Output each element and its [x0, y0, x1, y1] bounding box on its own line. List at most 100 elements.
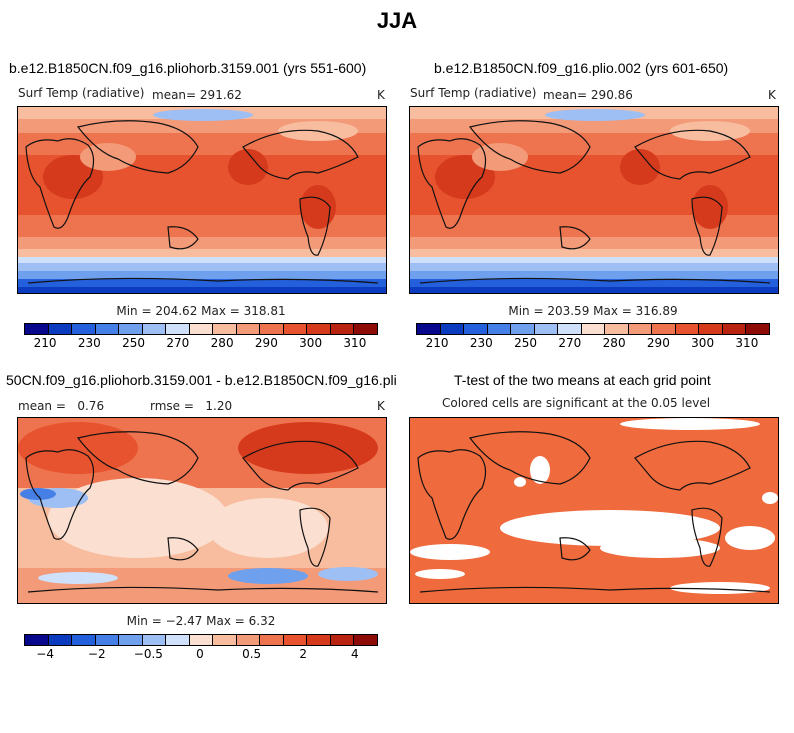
colorbar-tick-label: 210	[425, 336, 449, 350]
colorbar-swatch	[72, 635, 96, 645]
colorbar-tick-label: 300	[691, 336, 715, 350]
units-top-left: K	[377, 88, 385, 102]
mean-label-top-right: mean= 290.86	[543, 88, 633, 102]
panel-title-bottom-left: 50CN.f09_g16.pliohorb.3159.001 - b.e12.B…	[6, 372, 396, 388]
colorbar-swatch	[95, 635, 120, 645]
min-max-top-left: Min = 204.62 Max = 318.81	[116, 304, 286, 318]
map-bottom-left	[17, 417, 387, 604]
panel-subtitle-bottom-right: Colored cells are significant at the 0.0…	[442, 396, 711, 410]
panel-title-top-left: b.e12.B1850CN.f09_g16.pliohorb.3159.001 …	[9, 60, 367, 76]
map-bottom-right	[409, 417, 779, 604]
colorbar-swatch	[511, 324, 535, 334]
colorbar-tick-label: 290	[254, 336, 278, 350]
colorbar-swatch	[25, 324, 49, 334]
colorbar-tick-label: 270	[166, 336, 190, 350]
colorbar-swatch	[722, 324, 747, 334]
colorbar-swatch	[652, 324, 676, 334]
colorbar-tick-label: 210	[33, 336, 57, 350]
map-top-left	[17, 106, 387, 294]
colorbar-tick-label: −4	[36, 647, 54, 661]
coastlines-bottom-right	[417, 431, 771, 593]
colorbar-tick-label: 250	[122, 336, 146, 350]
colorbar-swatch	[417, 324, 441, 334]
temperature-field-top-left	[18, 107, 386, 293]
colorbar-tick-label: 250	[514, 336, 538, 350]
colorbar-swatch	[487, 324, 512, 334]
colorbar-swatch	[628, 324, 653, 334]
colorbar-swatch	[534, 324, 559, 334]
min-max-bottom-left: Min = −2.47 Max = 6.32	[126, 614, 276, 628]
colorbar-top-right	[416, 323, 770, 335]
colorbar-swatch	[72, 324, 96, 334]
panel-title-bottom-right: T-test of the two means at each grid poi…	[454, 372, 711, 388]
colorbar-swatch	[189, 324, 214, 334]
min-max-top-right: Min = 203.59 Max = 316.89	[508, 304, 678, 318]
units-bottom-left: K	[377, 399, 385, 413]
difference-field-bottom-left	[18, 418, 386, 603]
significance-field-bottom-right	[410, 418, 778, 603]
map-top-right	[409, 106, 779, 294]
colorbar-top-left	[24, 323, 378, 335]
colorbar-swatch	[330, 635, 355, 645]
colorbar-bottom-left	[24, 634, 378, 646]
colorbar-tick-label: 0.5	[242, 647, 262, 661]
colorbar-swatch	[236, 635, 261, 645]
colorbar-tick-label: 300	[299, 336, 323, 350]
panel-title-top-right: b.e12.B1850CN.f09_g16.plio.002 (yrs 601-…	[434, 60, 729, 76]
colorbar-swatch	[213, 324, 237, 334]
colorbar-swatch	[699, 324, 723, 334]
colorbar-swatch	[440, 324, 465, 334]
colorbar-tick-label: 230	[77, 336, 101, 350]
colorbar-tick-label: 310	[343, 336, 367, 350]
temperature-field-top-right	[410, 107, 778, 293]
page-title: JJA	[376, 8, 418, 33]
colorbar-swatch	[581, 324, 606, 334]
colorbar-swatch	[307, 324, 331, 334]
colorbar-tick-label: 310	[735, 336, 759, 350]
mean-label-bottom-left: mean = 0.76	[18, 399, 105, 413]
coastlines-bottom-left	[25, 431, 379, 593]
colorbar-swatch	[675, 324, 700, 334]
colorbar-tick-label: −0.5	[133, 647, 163, 661]
colorbar-ticks-bottom-left: −4 −2 −0.5 0 0.5 2 4	[24, 647, 376, 663]
colorbar-swatch	[464, 324, 488, 334]
colorbar-tick-label: 0	[196, 647, 204, 661]
colorbar-swatch	[166, 635, 190, 645]
colorbar-swatch	[25, 635, 49, 645]
colorbar-tick-label: 270	[558, 336, 582, 350]
rmse-label-bottom-left: rmse = 1.20	[150, 399, 233, 413]
colorbar-swatch	[119, 635, 143, 645]
colorbar-swatch	[307, 635, 331, 645]
coastlines-top-right	[417, 120, 771, 284]
coastlines-top-left	[25, 120, 379, 284]
colorbar-tick-label: −2	[87, 647, 106, 661]
colorbar-swatch	[142, 324, 167, 334]
units-top-right: K	[768, 88, 776, 102]
colorbar-tick-label: 280	[602, 336, 626, 350]
colorbar-swatch	[95, 324, 120, 334]
colorbar-tick-label: 2	[299, 647, 308, 661]
colorbar-swatch	[558, 324, 582, 334]
colorbar-swatch	[260, 324, 284, 334]
colorbar-tick-label: 4	[351, 647, 359, 661]
colorbar-swatch	[119, 324, 143, 334]
colorbar-swatch	[213, 635, 237, 645]
colorbar-swatch	[283, 324, 308, 334]
colorbar-ticks-top-right: 210 230 250 270 280 290 300 310	[416, 336, 768, 352]
colorbar-swatch	[142, 635, 167, 645]
colorbar-tick-label: 280	[210, 336, 234, 350]
colorbar-swatch	[260, 635, 284, 645]
mean-label-top-left: mean= 291.62	[152, 88, 242, 102]
colorbar-swatch	[189, 635, 214, 645]
colorbar-swatch	[330, 324, 355, 334]
colorbar-swatch	[166, 324, 190, 334]
colorbar-swatch	[354, 635, 377, 645]
colorbar-swatch	[236, 324, 261, 334]
colorbar-swatch	[283, 635, 308, 645]
colorbar-tick-label: 290	[646, 336, 670, 350]
colorbar-ticks-top-left: 210 230 250 270 280 290 300 310	[24, 336, 376, 352]
variable-label-top-right: Surf Temp (radiative)	[410, 86, 537, 100]
colorbar-swatch	[746, 324, 769, 334]
colorbar-tick-label: 230	[469, 336, 493, 350]
colorbar-swatch	[354, 324, 377, 334]
